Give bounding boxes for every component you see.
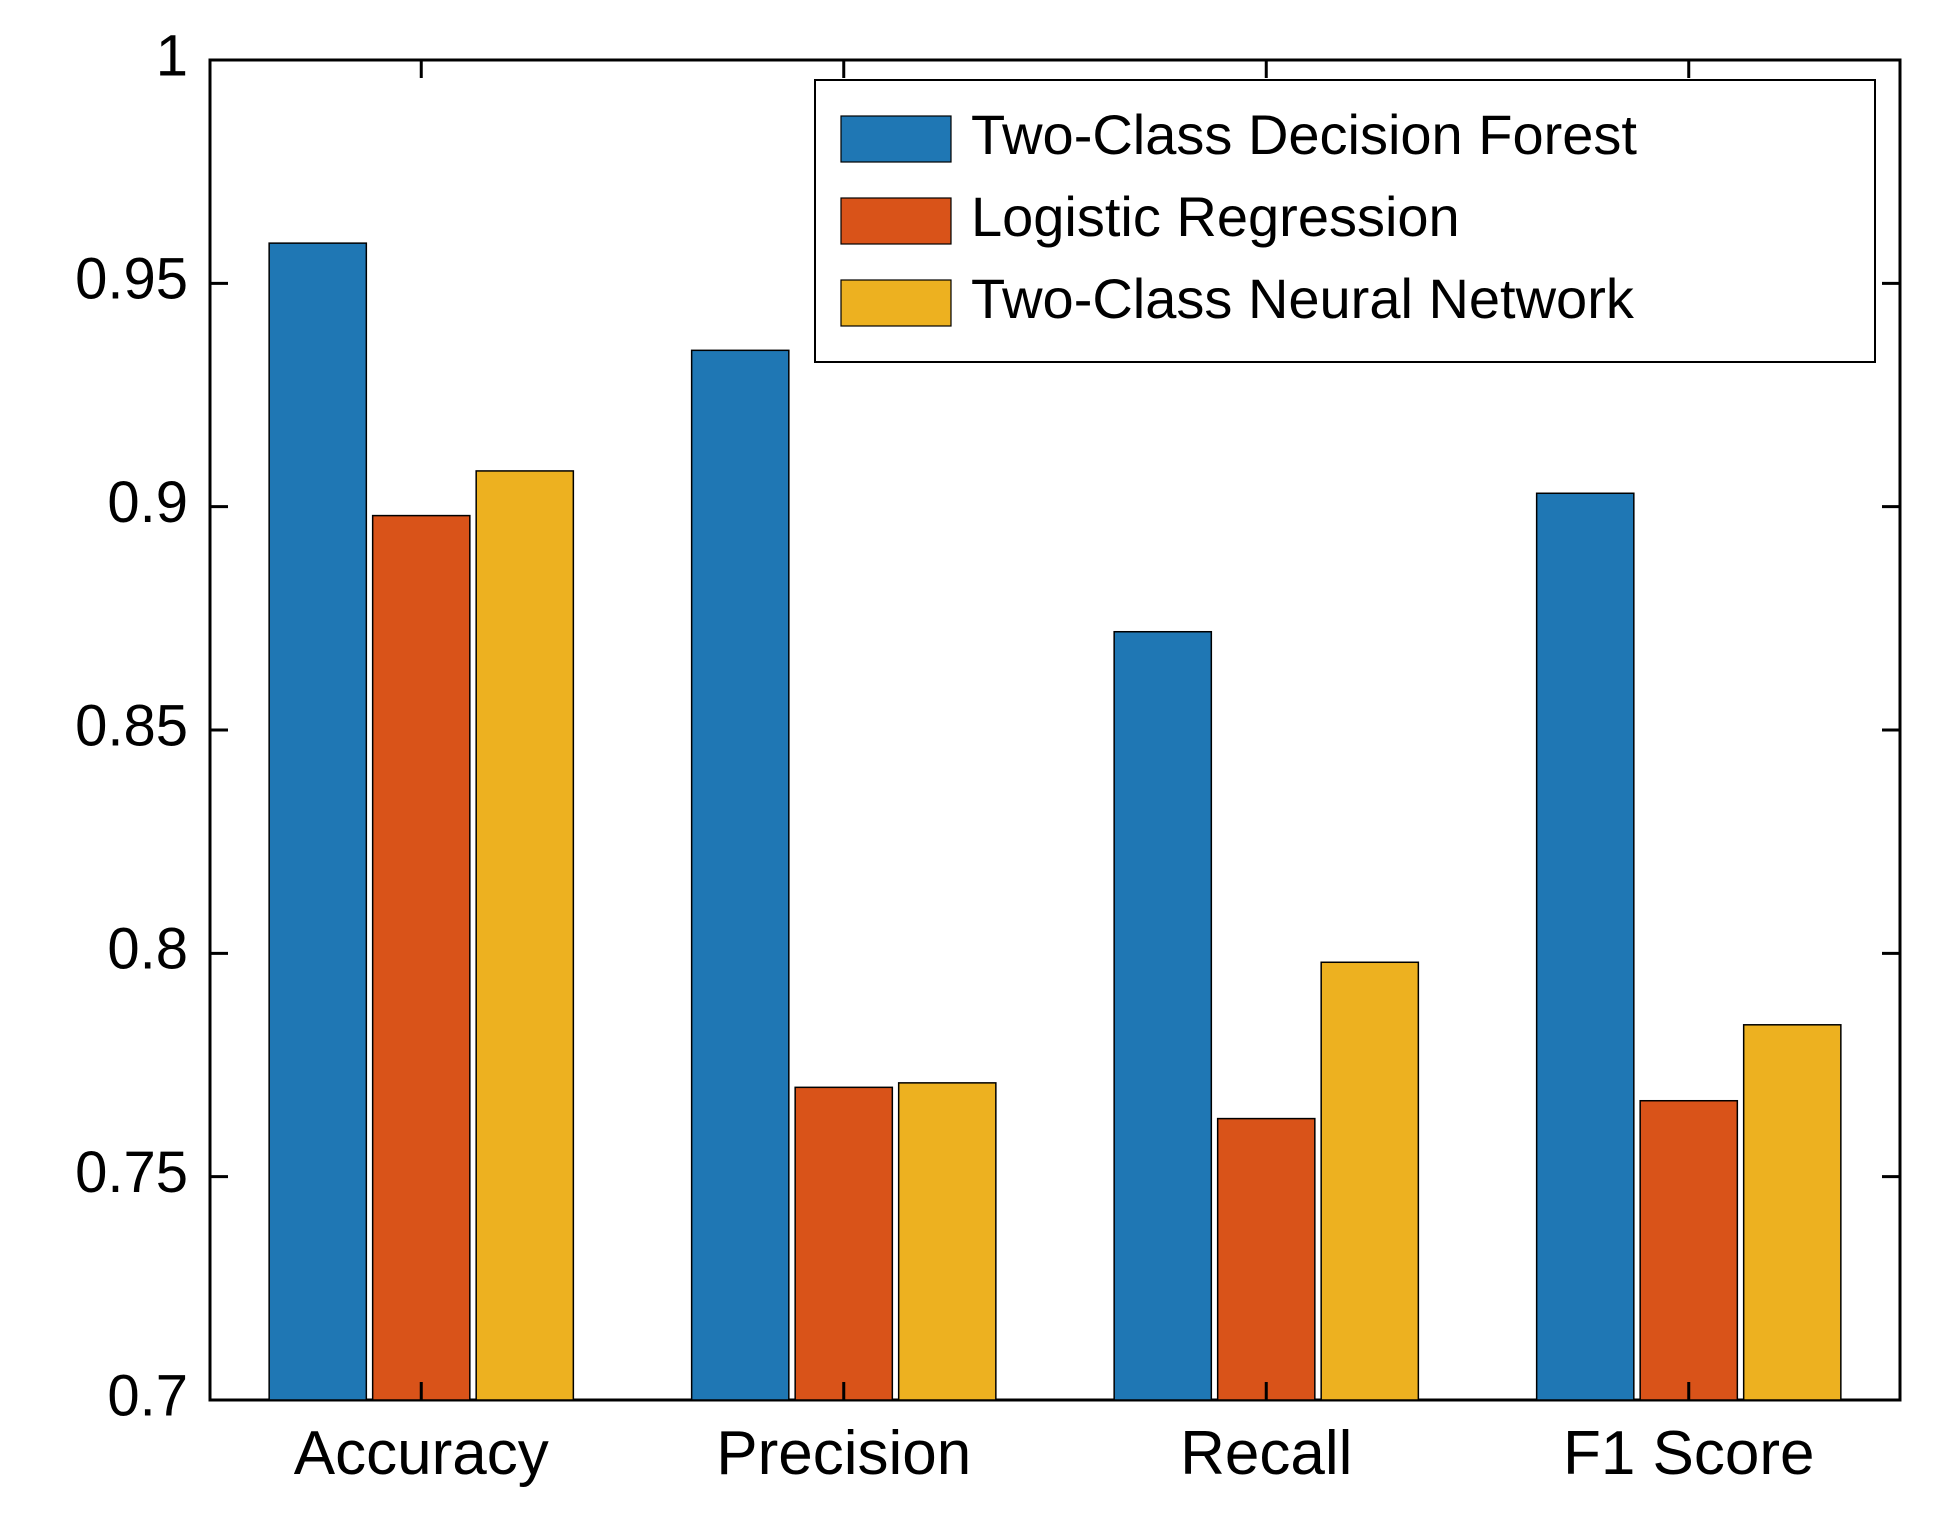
bar — [476, 471, 573, 1400]
bar — [1218, 1119, 1315, 1400]
bar — [795, 1087, 892, 1400]
x-category-label: Precision — [716, 1419, 971, 1488]
legend-label: Two-Class Neural Network — [971, 267, 1635, 330]
x-category-label: F1 Score — [1563, 1419, 1815, 1488]
y-tick-label: 0.9 — [107, 470, 188, 535]
x-category-label: Accuracy — [294, 1419, 549, 1488]
bar — [1321, 962, 1418, 1400]
y-tick-label: 0.75 — [75, 1140, 188, 1205]
bar — [1537, 493, 1634, 1400]
x-category-label: Recall — [1180, 1419, 1352, 1488]
bar-chart: 0.7 0.75 0.8 0.85 0.9 0.95 1 Accuracy Precision R… — [0, 0, 1946, 1531]
bar — [1744, 1025, 1841, 1400]
y-tick-label: 0.7 — [107, 1363, 188, 1428]
bar — [1114, 632, 1211, 1400]
y-tick-label: 0.95 — [75, 247, 188, 312]
y-tick-label: 0.8 — [107, 917, 188, 982]
y-tick-label: 1 — [156, 23, 188, 88]
legend-swatch — [841, 280, 951, 326]
legend-swatch — [841, 116, 951, 162]
y-tick-label: 0.85 — [75, 693, 188, 758]
bar — [269, 243, 366, 1400]
bar — [692, 350, 789, 1400]
bar — [1640, 1101, 1737, 1400]
bar — [373, 516, 470, 1400]
legend-label: Two-Class Decision Forest — [971, 103, 1637, 166]
bar — [899, 1083, 996, 1400]
legend-label: Logistic Regression — [971, 185, 1460, 248]
legend-swatch — [841, 198, 951, 244]
